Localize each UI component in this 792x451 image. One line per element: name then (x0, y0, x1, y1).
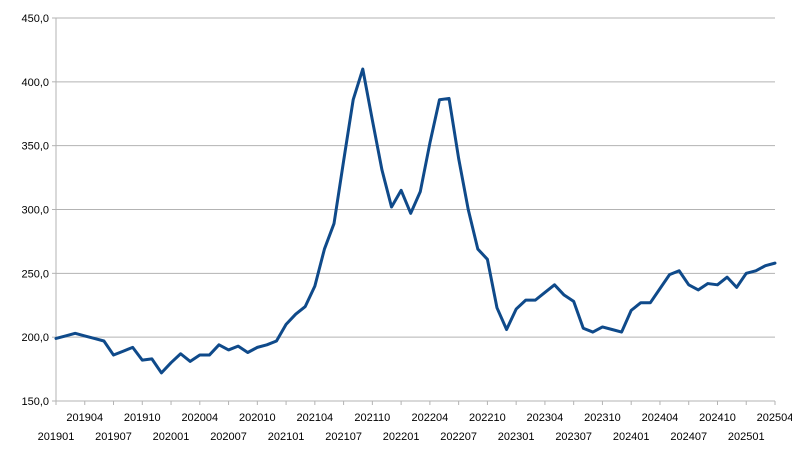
y-tick-label: 300,0 (21, 205, 49, 217)
y-tick-label: 400,0 (21, 77, 49, 89)
y-tick-label: 450,0 (21, 13, 49, 25)
y-tick-label: 250,0 (21, 268, 49, 280)
grid-lines (56, 17, 775, 402)
x-tick-label: 201910 (124, 412, 161, 424)
x-tick-label: 202101 (268, 431, 305, 443)
x-tick-label: 202201 (383, 431, 420, 443)
x-tick-label: 201901 (38, 431, 75, 443)
x-tick-label: 202410 (699, 412, 736, 424)
x-axis-tick-labels: 201901 201904 201907 201910 202001 202004 2020… (38, 412, 792, 443)
x-tick-label: 202304 (527, 412, 564, 424)
x-tick-label: 202301 (498, 431, 535, 443)
x-tick-label: 202504 (757, 412, 792, 424)
x-tick-label: 202401 (613, 431, 650, 443)
x-tick-label: 201904 (66, 412, 103, 424)
y-axis-tick-labels: 150,0 200,0 250,0 300,0 350,0 400,0 450,0 (21, 13, 49, 408)
x-tick-label: 202207 (440, 431, 477, 443)
y-tick-label: 350,0 (21, 141, 49, 153)
series-line (54, 67, 777, 375)
x-tick-label: 202307 (555, 431, 592, 443)
x-tick-label: 202007 (210, 431, 247, 443)
x-tick-label: 202110 (354, 412, 390, 424)
x-tick-label: 202104 (296, 412, 333, 424)
x-tick-label: 202407 (670, 431, 707, 443)
y-tick-label: 200,0 (21, 332, 49, 344)
axes (52, 17, 776, 405)
x-tick-label: 202204 (412, 412, 449, 424)
series-layer (54, 67, 777, 375)
y-tick-label: 150,0 (21, 396, 49, 408)
x-tick-label: 202210 (469, 412, 506, 424)
x-tick-label: 201907 (95, 431, 132, 443)
x-tick-label: 202310 (584, 412, 621, 424)
x-tick-label: 202001 (153, 431, 190, 443)
x-tick-label: 202107 (325, 431, 362, 443)
x-tick-label: 202501 (728, 431, 765, 443)
x-tick-label: 202404 (642, 412, 679, 424)
x-tick-label: 202004 (181, 412, 218, 424)
x-tick-label: 202010 (239, 412, 276, 424)
